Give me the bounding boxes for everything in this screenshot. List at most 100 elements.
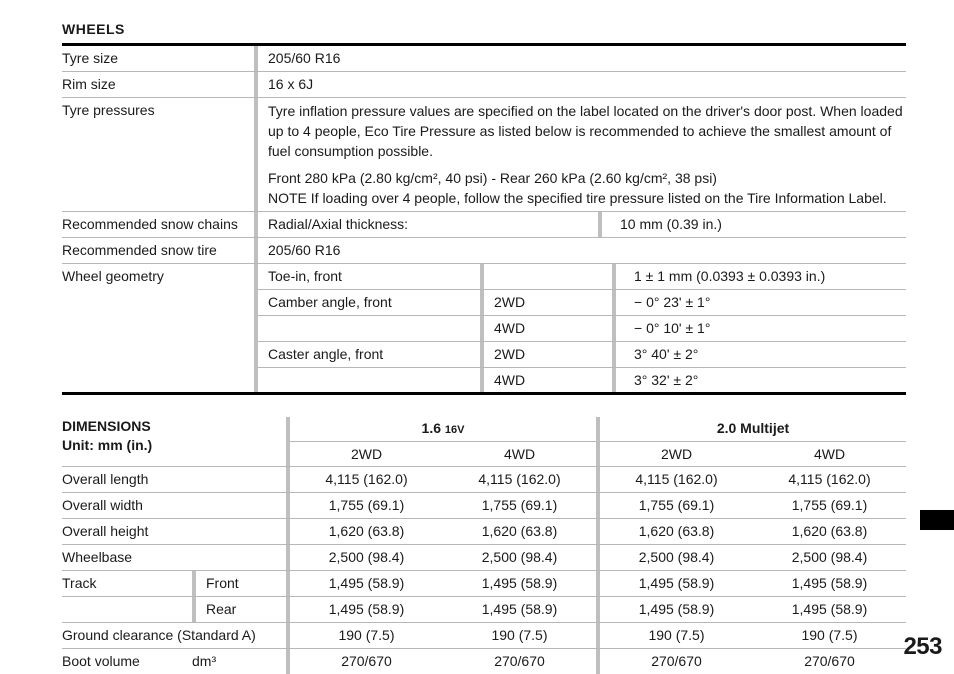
snow-chains-thickness-label: Radial/Axial thickness:: [258, 212, 598, 237]
value-tyre-size: 205/60 R16: [258, 46, 906, 71]
dimensions-cell: 1,495 (58.9): [753, 571, 906, 596]
dimensions-engine-half: 1,495 (58.9)1,495 (58.9): [290, 571, 596, 596]
dimensions-row-sublabel: Front: [196, 571, 276, 596]
dimensions-cell: 4,115 (162.0): [753, 467, 906, 492]
engine-1-prefix: 1.6: [422, 420, 445, 436]
dimensions-row-label: Wheelbase: [62, 545, 286, 570]
dimensions-engine-half: 1,495 (58.9)1,495 (58.9): [600, 571, 906, 596]
snow-chains-grid: Radial/Axial thickness: 10 mm (0.39 in.): [258, 212, 906, 237]
tyre-pressures-para1: Tyre inflation pressure values are speci…: [268, 101, 906, 162]
row-snow-chains: Recommended snow chains Radial/Axial thi…: [62, 212, 906, 238]
dimensions-row: Boot volumedm³270/670270/670270/670270/6…: [62, 648, 906, 674]
dimensions-row-values: 1,495 (58.9)1,495 (58.9)1,495 (58.9)1,49…: [286, 571, 906, 596]
dimensions-cell: 270/670: [443, 649, 596, 674]
engine2-2wd: 2WD: [600, 445, 753, 464]
dimensions-row: Overall width1,755 (69.1)1,755 (69.1)1,7…: [62, 492, 906, 518]
engine1-4wd: 4WD: [443, 445, 596, 464]
label-tyre-pressures: Tyre pressures: [62, 98, 254, 211]
label-wheel-geometry: Wheel geometry: [62, 264, 254, 392]
geo-row-camber-2wd: Camber angle, front 2WD − 0° 23' ± 1°: [258, 290, 906, 316]
geo-camber-label: Camber angle, front: [258, 290, 480, 315]
snow-chains-thickness-value: 10 mm (0.39 in.): [602, 212, 906, 237]
page-number: 253: [903, 631, 942, 663]
dimensions-engine-half: 190 (7.5)190 (7.5): [600, 623, 906, 648]
dimensions-cell: 1,755 (69.1): [753, 493, 906, 518]
dimensions-engine-half: 4,115 (162.0)4,115 (162.0): [600, 467, 906, 492]
geo-caster-label-blank: [258, 368, 480, 393]
dimensions-row-label-outer: Overall length: [62, 467, 286, 492]
dimensions-cell: 1,495 (58.9): [290, 597, 443, 622]
engine1-2wd: 2WD: [290, 445, 443, 464]
engine-col-1: 1.6 16V 2WD 4WD: [290, 417, 596, 466]
dimensions-engine-half: 190 (7.5)190 (7.5): [290, 623, 596, 648]
dimensions-row-values: 2,500 (98.4)2,500 (98.4)2,500 (98.4)2,50…: [286, 545, 906, 570]
row-tyre-pressures: Tyre pressures Tyre inflation pressure v…: [62, 98, 906, 212]
dimensions-engine-half: 270/670270/670: [290, 649, 596, 674]
dimensions-row-label: Overall height: [62, 519, 286, 544]
dimensions-unit: Unit: mm (in.): [62, 436, 286, 455]
dimensions-row-values: 1,620 (63.8)1,620 (63.8)1,620 (63.8)1,62…: [286, 519, 906, 544]
dimensions-row-label-outer: Wheelbase: [62, 545, 286, 570]
geo-toein-drive: [484, 264, 612, 289]
dimensions-cell: 1,495 (58.9): [753, 597, 906, 622]
label-tyre-size: Tyre size: [62, 46, 254, 71]
engine-col-2: 2.0 Multijet 2WD 4WD: [600, 417, 906, 466]
engine-2-name: 2.0 Multijet: [600, 417, 906, 442]
dimensions-cell: 1,495 (58.9): [600, 571, 753, 596]
dimensions-row-values: 1,495 (58.9)1,495 (58.9)1,495 (58.9)1,49…: [286, 597, 906, 622]
dimensions-cell: 1,495 (58.9): [443, 597, 596, 622]
value-snow-tire: 205/60 R16: [258, 238, 906, 263]
geo-toein-value: 1 ± 1 mm (0.0393 ± 0.0393 in.): [616, 264, 906, 289]
geo-camber-label-blank: [258, 316, 480, 341]
geo-toein-label: Toe-in, front: [258, 264, 480, 289]
dimensions-cell: 270/670: [753, 649, 906, 674]
geo-camber-4wd-key: 4WD: [484, 316, 612, 341]
tyre-pressures-note: NOTE If loading over 4 people, follow th…: [268, 188, 906, 208]
dimensions-engine-half: 2,500 (98.4)2,500 (98.4): [290, 545, 596, 570]
dimensions-engine-half: 1,620 (63.8)1,620 (63.8): [600, 519, 906, 544]
dimensions-row: Overall length4,115 (162.0)4,115 (162.0)…: [62, 466, 906, 492]
dimensions-row-label-outer: Rear: [62, 597, 286, 622]
dimensions-engine-half: 1,495 (58.9)1,495 (58.9): [290, 597, 596, 622]
dimensions-cell: 1,755 (69.1): [600, 493, 753, 518]
dimensions-header: DIMENSIONS Unit: mm (in.) 1.6 16V 2WD 4W…: [62, 417, 906, 466]
dimensions-row-label-outer: TrackFront: [62, 571, 286, 596]
dimensions-row-values: 190 (7.5)190 (7.5)190 (7.5)190 (7.5): [286, 623, 906, 648]
label-rim-size: Rim size: [62, 72, 254, 97]
wheel-geometry-grid: Toe-in, front 1 ± 1 mm (0.0393 ± 0.0393 …: [258, 264, 906, 392]
engine-2-drive-row: 2WD 4WD: [600, 442, 906, 466]
dimensions-row-values: 1,755 (69.1)1,755 (69.1)1,755 (69.1)1,75…: [286, 493, 906, 518]
dimensions-row-values: 4,115 (162.0)4,115 (162.0)4,115 (162.0)4…: [286, 467, 906, 492]
tyre-pressures-values: Front 280 kPa (2.80 kg/cm², 40 psi) - Re…: [268, 168, 906, 188]
dimensions-row: TrackFront1,495 (58.9)1,495 (58.9)1,495 …: [62, 570, 906, 596]
dimensions-row-label: [62, 597, 192, 622]
dimensions-cell: 1,495 (58.9): [443, 571, 596, 596]
dimensions-cell: 270/670: [600, 649, 753, 674]
engine2-4wd: 4WD: [753, 445, 906, 464]
dimensions-cell: 190 (7.5): [753, 623, 906, 648]
geo-camber-4wd-val: − 0° 10' ± 1°: [616, 316, 906, 341]
engine-1-suffix: 16V: [445, 424, 465, 436]
dimensions-row-label-outer: Overall height: [62, 519, 286, 544]
dimensions-cell: 1,755 (69.1): [443, 493, 596, 518]
dimensions-cell: 270/670: [290, 649, 443, 674]
dimensions-row: Ground clearance (Standard A)190 (7.5)19…: [62, 622, 906, 648]
dimensions-cell: 4,115 (162.0): [290, 467, 443, 492]
dimensions-title: DIMENSIONS: [62, 417, 286, 436]
value-tyre-pressures: Tyre inflation pressure values are speci…: [258, 98, 906, 211]
geo-row-caster-4wd: 4WD 3° 32' ± 2°: [258, 368, 906, 393]
dimensions-header-right: 1.6 16V 2WD 4WD 2.0 Multijet 2WD 4WD: [286, 417, 906, 466]
row-rim-size: Rim size 16 x 6J: [62, 72, 906, 98]
row-tyre-size: Tyre size 205/60 R16: [62, 46, 906, 72]
geo-caster-2wd-key: 2WD: [484, 342, 612, 367]
dimensions-row-values: 270/670270/670270/670270/670: [286, 649, 906, 674]
geo-row-camber-4wd: 4WD − 0° 10' ± 1°: [258, 316, 906, 342]
dimensions-row-label-outer: Overall width: [62, 493, 286, 518]
dimensions-row-sublabel: dm³: [192, 649, 262, 674]
dimensions-engine-half: 270/670270/670: [600, 649, 906, 674]
wheels-table: Tyre size 205/60 R16 Rim size 16 x 6J Ty…: [62, 43, 906, 396]
geo-caster-4wd-val: 3° 32' ± 2°: [616, 368, 906, 393]
dimensions-row: Overall height1,620 (63.8)1,620 (63.8)1,…: [62, 518, 906, 544]
dimensions-cell: 190 (7.5): [290, 623, 443, 648]
dimensions-cell: 1,620 (63.8): [443, 519, 596, 544]
